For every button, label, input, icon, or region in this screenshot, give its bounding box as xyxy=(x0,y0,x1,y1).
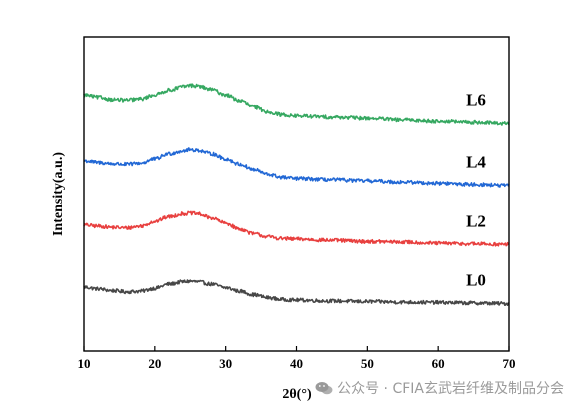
x-tick-label-20: 20 xyxy=(148,356,161,371)
x-axis-title: 2θ(°) xyxy=(282,387,312,402)
series-label-l4: L4 xyxy=(466,153,486,172)
x-tick-label-40: 40 xyxy=(290,356,303,371)
x-tick-label-50: 50 xyxy=(361,356,374,371)
series-line-l2 xyxy=(83,210,510,247)
wechat-icon xyxy=(315,382,333,395)
x-tick-label-70: 70 xyxy=(503,356,516,371)
x-ticks: 10 20 30 40 50 60 70 xyxy=(78,346,516,371)
y-axis-title: Intensity(a.u.) xyxy=(51,152,66,236)
watermark: 公众号 · CFIA玄武岩纤维及制品分会 xyxy=(315,378,564,398)
series-label-l0: L0 xyxy=(466,271,486,290)
watermark-text: 公众号 · CFIA玄武岩纤维及制品分会 xyxy=(337,381,564,397)
series-label-l6: L6 xyxy=(466,90,486,109)
series-label-l2: L2 xyxy=(466,211,486,230)
x-tick-label-30: 30 xyxy=(219,356,232,371)
series-layer xyxy=(83,83,510,307)
series-labels: L0 L2 L4 L6 xyxy=(466,90,486,289)
series-line-l6 xyxy=(83,83,510,126)
series-line-l0 xyxy=(83,279,510,307)
series-line-l4 xyxy=(83,147,510,188)
x-tick-label-60: 60 xyxy=(432,356,445,371)
x-tick-label-10: 10 xyxy=(78,356,91,371)
